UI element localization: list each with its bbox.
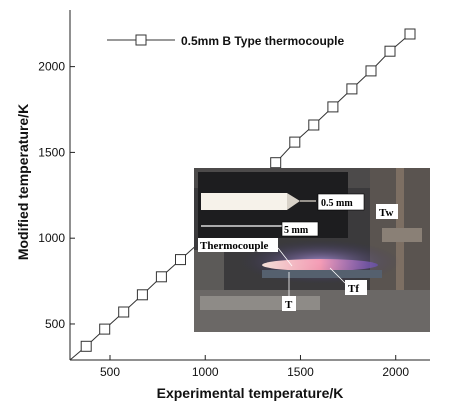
x-tick-label: 1500 <box>287 365 314 379</box>
data-point <box>270 157 282 169</box>
photo-right-bracket <box>382 228 422 242</box>
photo-tw-box <box>376 204 398 219</box>
y-tick-label: 500 <box>45 317 65 331</box>
photo-zoom-probe <box>201 193 287 210</box>
data-point <box>384 45 396 57</box>
data-point <box>346 83 358 95</box>
photo-tw-label: Tw <box>379 207 394 219</box>
legend-marker <box>135 34 147 46</box>
photo-scale-bottom: 5 mm <box>284 225 309 236</box>
y-ticks: 500 1000 1500 2000 <box>38 60 75 331</box>
photo-right-rod <box>396 168 404 332</box>
photo-thermocouple-label-box <box>198 238 278 252</box>
photo-t-box <box>282 296 296 311</box>
data-point <box>155 271 167 283</box>
data-point <box>404 28 416 40</box>
photo-scale-top: 0.5 mm <box>321 198 353 209</box>
photo-burner <box>262 270 382 278</box>
x-ticks: 500 1000 1500 2000 <box>100 355 409 379</box>
x-tick-label: 500 <box>100 365 120 379</box>
data-point <box>365 65 377 77</box>
x-tick-label: 1000 <box>192 365 219 379</box>
y-tick-label: 2000 <box>38 60 65 74</box>
photo-scale-box-top <box>317 193 365 211</box>
photo-thermocouple-leader <box>277 247 293 267</box>
data-point <box>289 136 301 148</box>
x-tick-label: 2000 <box>382 365 409 379</box>
photo-tf-leader <box>329 267 346 284</box>
photo-tf-label: Tf <box>348 283 359 295</box>
photo-thermocouple-label: Thermocouple <box>200 240 269 252</box>
photo-scale-box-bottom <box>281 221 319 237</box>
photo-left-block <box>194 250 224 290</box>
legend: 0.5mm B Type thermocouple <box>107 34 344 48</box>
photo-zoom-probe-tip <box>287 193 300 210</box>
photo-tf-box <box>345 280 367 295</box>
y-tick-label: 1500 <box>38 145 65 159</box>
y-tick-label: 1000 <box>38 231 65 245</box>
photo-flame <box>262 259 378 271</box>
data-point <box>175 254 186 266</box>
data-point <box>118 306 130 318</box>
inset-photo: 0.5 mm 5 mm Thermocouple Tw Tf T <box>194 168 430 332</box>
legend-label: 0.5mm B Type thermocouple <box>181 34 344 48</box>
data-point <box>99 323 111 335</box>
data-point <box>308 119 320 131</box>
photo-floor-plate <box>200 296 320 310</box>
data-point <box>80 340 92 352</box>
y-axis-title: Modified temperature/K <box>15 104 31 260</box>
data-point <box>327 101 339 113</box>
photo-t-label: T <box>285 299 293 311</box>
data-point <box>136 289 148 301</box>
x-axis-title: Experimental temperature/K <box>157 385 344 401</box>
